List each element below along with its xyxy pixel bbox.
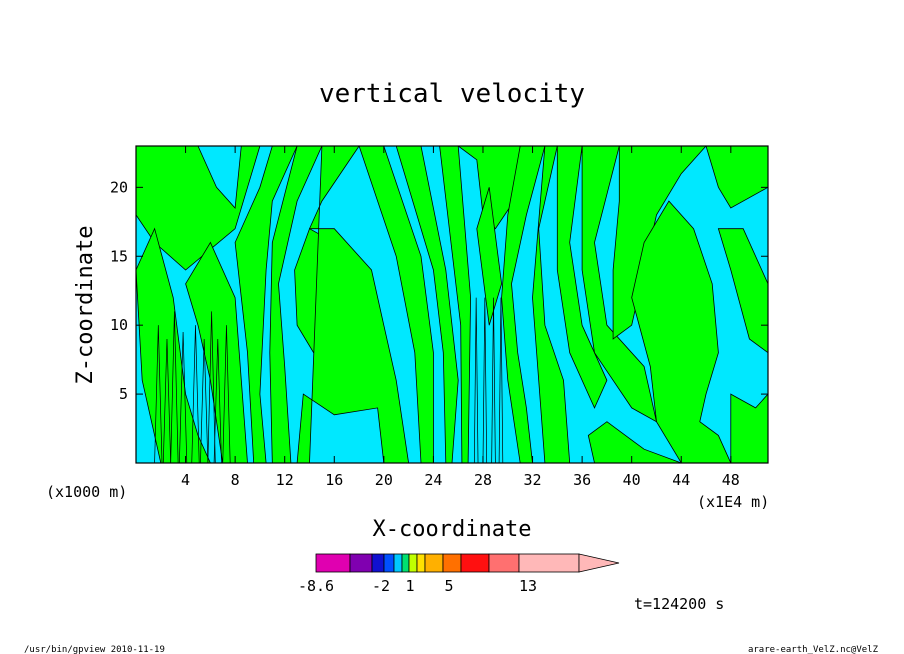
colorbar-swatch <box>416 553 426 573</box>
contour-line <box>179 332 188 464</box>
colorbar-label: 5 <box>444 577 453 595</box>
colorbar-label: -2 <box>372 577 390 595</box>
contour-bands <box>135 145 769 464</box>
colorbar-label: 1 <box>405 577 414 595</box>
contour-line <box>191 325 200 464</box>
colorbar-swatch <box>393 553 403 573</box>
contour-line <box>222 325 231 464</box>
colorbar-swatch <box>383 553 395 573</box>
footer-left: /usr/bin/gpview 2010-11-19 <box>24 645 165 654</box>
y-tick-label: 10 <box>110 316 128 334</box>
x-tick-label: 16 <box>325 471 343 489</box>
chart-title: vertical velocity <box>319 79 585 109</box>
colorbar-swatch <box>442 553 462 573</box>
positive-velocity-band <box>532 145 571 464</box>
positive-velocity-band <box>269 145 323 464</box>
y-axis-ticks: 5 10 15 20 <box>110 178 768 403</box>
colorbar-swatch <box>371 553 385 573</box>
contour-line <box>200 338 209 464</box>
positive-velocity-band <box>135 227 212 464</box>
colorbar-swatch <box>408 553 418 573</box>
colorbar-swatch <box>488 553 520 573</box>
colorbar-swatch <box>424 553 444 573</box>
x-tick-label: 24 <box>424 471 442 489</box>
contour-line <box>482 297 488 464</box>
x-tick-label: 40 <box>623 471 641 489</box>
x-tick-label: 36 <box>573 471 591 489</box>
contour-line <box>207 311 216 464</box>
x-tick-label: 44 <box>672 471 690 489</box>
colorbar-swatch <box>401 553 410 573</box>
y-axis-label: Z-coordinate <box>73 226 98 385</box>
contour-line <box>154 325 163 464</box>
contour-line <box>213 338 222 464</box>
x-tick-label: 20 <box>375 471 393 489</box>
y-tick-label: 20 <box>110 178 128 196</box>
colorbar-arrow <box>578 553 620 573</box>
positive-velocity-band <box>730 393 769 464</box>
contour-line <box>491 297 496 464</box>
colorbar-swatch <box>315 553 351 573</box>
colorbar-swatch <box>460 553 490 573</box>
plot-frame <box>135 145 769 464</box>
contour-line <box>170 311 179 464</box>
colorbar-label: -8.6 <box>298 577 334 595</box>
colorbar-label: 13 <box>519 577 537 595</box>
contour-line <box>473 297 479 464</box>
positive-velocity-band <box>581 145 658 423</box>
positive-velocity-band <box>501 145 546 464</box>
contour-line <box>498 297 504 464</box>
x-tick-label: 48 <box>722 471 740 489</box>
y-tick-label: 5 <box>119 385 128 403</box>
x-tick-label: 32 <box>524 471 542 489</box>
colorbar-swatch <box>518 553 580 573</box>
positive-velocity-band <box>296 145 410 464</box>
contour-line <box>162 338 172 464</box>
x-tick-label: 4 <box>181 471 190 489</box>
positive-velocity-band <box>631 200 732 464</box>
positive-velocity-band <box>234 145 298 464</box>
colorbar-labels: -8.6 -2 1 5 13 <box>298 577 537 595</box>
x-tick-label: 8 <box>231 471 240 489</box>
positive-velocity-band <box>476 187 503 326</box>
x-unit-left: (x1000 m) <box>46 483 127 501</box>
x-axis-label: X-coordinate <box>373 517 532 542</box>
x-tick-label: 28 <box>474 471 492 489</box>
x-tick-label: 12 <box>276 471 294 489</box>
x-unit-right: (x1E4 m) <box>697 493 769 511</box>
y-tick-label: 15 <box>110 247 128 265</box>
colorbar-swatch <box>349 553 373 573</box>
positive-velocity-band <box>556 145 608 409</box>
colorbar <box>315 553 620 573</box>
footer-right: arare-earth_VelZ.nc@VelZ <box>748 645 879 654</box>
x-axis-ticks: 4 8 12 16 20 24 28 32 36 40 44 48 <box>181 146 740 489</box>
time-label: t=124200 s <box>634 595 724 613</box>
